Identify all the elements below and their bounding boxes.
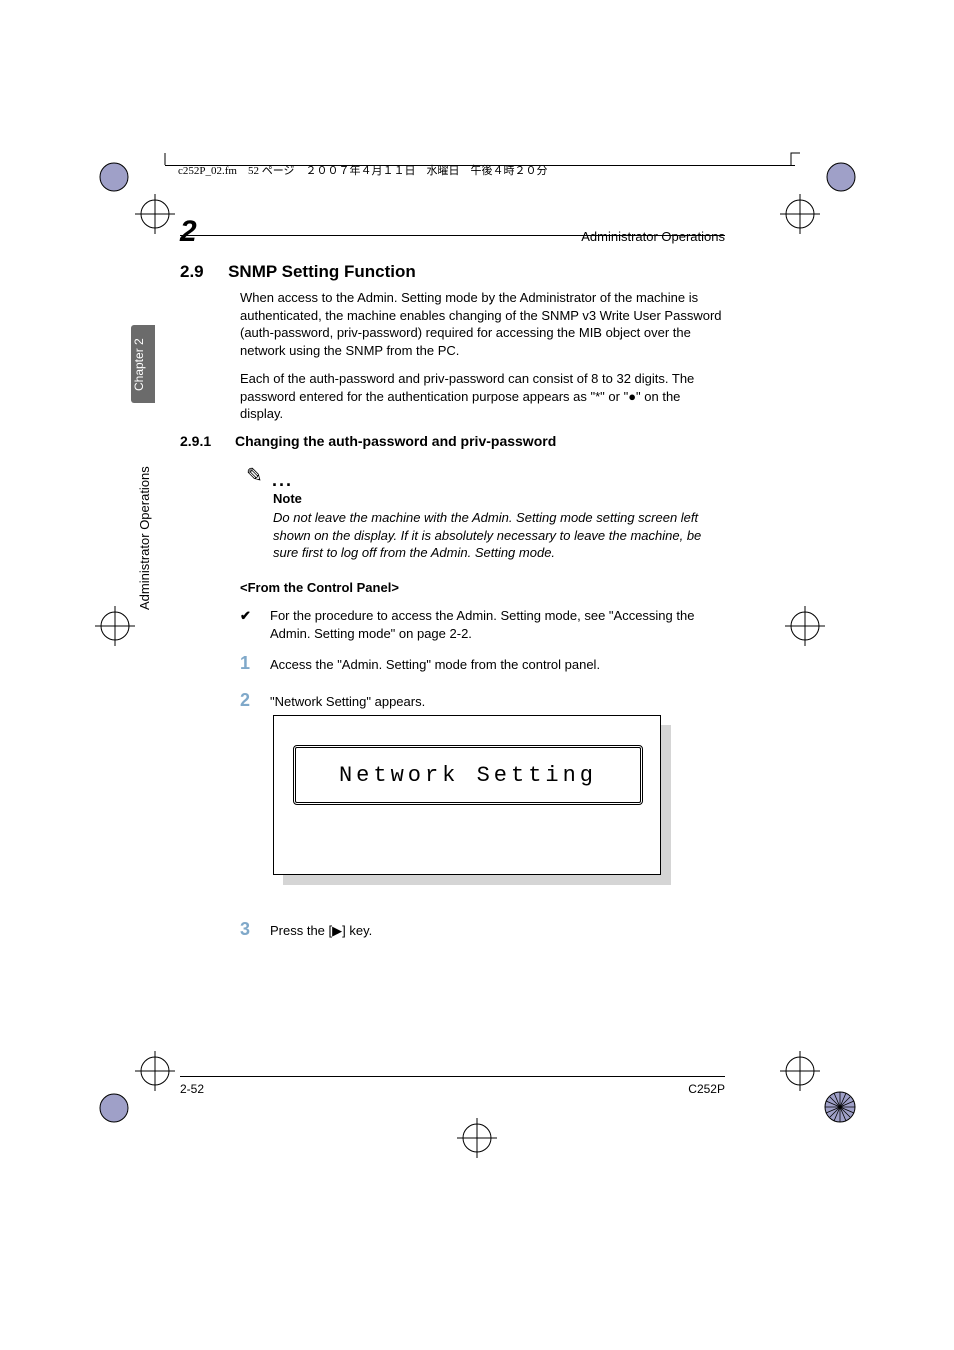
chapter-tab-label: Chapter 2 — [132, 329, 154, 401]
check-icon: ✔ — [240, 607, 270, 625]
paragraph-2: Each of the auth-password and priv-passw… — [240, 370, 725, 423]
step-3-number: 3 — [240, 919, 270, 940]
step-3: 3Press the [▶] key. — [240, 919, 725, 940]
note-icon: ✎ — [246, 463, 263, 488]
step-2-text: "Network Setting" appears. — [270, 694, 425, 709]
checklist-text: For the procedure to access the Admin. S… — [270, 607, 720, 642]
subsection-title: Changing the auth-password and priv-pass… — [235, 433, 556, 449]
from-control-panel: <From the Control Panel> — [240, 580, 399, 595]
note-label: Note — [273, 491, 302, 506]
footer-model: C252P — [688, 1082, 725, 1096]
side-running-title: Administrator Operations — [137, 430, 155, 610]
footer-rule — [180, 1076, 725, 1077]
step-1-number: 1 — [240, 653, 270, 674]
running-head: Administrator Operations — [581, 229, 725, 244]
subsection-heading: 2.9.1Changing the auth-password and priv… — [180, 433, 725, 449]
section-title: SNMP Setting Function — [228, 262, 416, 281]
step-3-text: Press the [▶] key. — [270, 923, 372, 938]
step-1: 1Access the "Admin. Setting" mode from t… — [240, 653, 725, 674]
lcd-inner: Network Setting — [293, 745, 643, 805]
paragraph-1: When access to the Admin. Setting mode b… — [240, 289, 725, 359]
checklist-item: ✔For the procedure to access the Admin. … — [240, 607, 725, 642]
step-2: 2"Network Setting" appears. — [240, 690, 725, 711]
lcd-outer: Network Setting — [273, 715, 661, 875]
chapter-number: 2 — [180, 215, 197, 249]
note-body: Do not leave the machine with the Admin.… — [273, 509, 723, 562]
lcd-panel: Network Setting — [273, 715, 671, 885]
footer-page-number: 2-52 — [180, 1082, 204, 1096]
section-heading: 2.9 SNMP Setting Function — [180, 262, 725, 282]
step-1-text: Access the "Admin. Setting" mode from th… — [270, 657, 600, 672]
note-dots: ... — [272, 470, 293, 491]
section-number: 2.9 — [180, 262, 204, 281]
step-2-number: 2 — [240, 690, 270, 711]
header-strip-text: c252P_02.fm 52 ページ ２００７年４月１１日 水曜日 午後４時２０… — [178, 162, 548, 178]
crop-marks — [0, 0, 954, 1350]
header-rule — [180, 235, 725, 236]
subsection-number: 2.9.1 — [180, 433, 235, 449]
lcd-text: Network Setting — [339, 763, 597, 788]
page-header: 2 Administrator Operations — [180, 215, 725, 249]
